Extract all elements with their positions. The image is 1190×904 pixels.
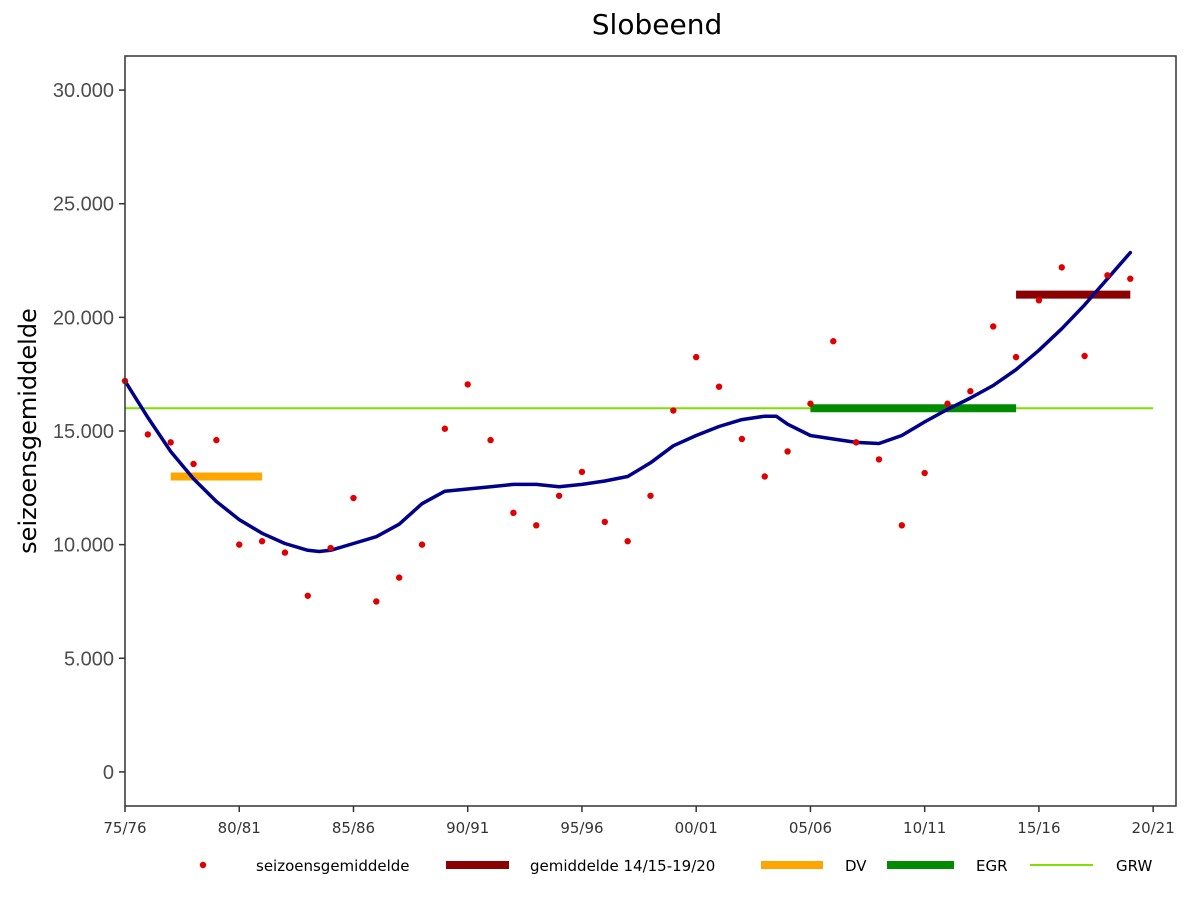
data-point bbox=[715, 383, 723, 390]
data-point bbox=[373, 598, 380, 605]
data-point bbox=[784, 448, 791, 455]
legend-label: DV bbox=[845, 857, 867, 875]
data-point bbox=[441, 425, 449, 432]
data-point bbox=[487, 436, 494, 444]
data-point bbox=[692, 353, 700, 361]
data-point bbox=[807, 400, 814, 407]
y-tick-label: 10.000 bbox=[53, 535, 114, 557]
x-tick-label: 15/16 bbox=[1017, 819, 1060, 837]
legend: seizoensgemiddelde gemiddelde 14/15-19/20… bbox=[199, 857, 1152, 875]
legend-label: EGR bbox=[976, 857, 1008, 875]
plot-panel-border bbox=[124, 55, 1177, 807]
y-tick-label: 25.000 bbox=[53, 194, 114, 216]
data-point bbox=[418, 541, 426, 548]
legend-label: seizoensgemiddelde bbox=[256, 857, 410, 875]
data-point bbox=[190, 460, 197, 468]
data-point bbox=[555, 492, 563, 499]
legend-key-point bbox=[199, 861, 207, 869]
data-point bbox=[533, 522, 540, 529]
data-point bbox=[258, 538, 266, 545]
y-axis: 0 5.000 10.000 15.000 20.000 25.000 30.000 bbox=[53, 80, 125, 784]
data-point bbox=[670, 407, 677, 414]
data-point bbox=[578, 468, 586, 476]
data-point bbox=[1104, 272, 1111, 279]
data-point bbox=[875, 456, 883, 463]
data-point bbox=[921, 469, 928, 477]
y-tick-label: 5.000 bbox=[64, 648, 114, 670]
x-tick-label: 80/81 bbox=[218, 819, 261, 837]
x-tick-label: 10/11 bbox=[903, 819, 946, 837]
x-axis: 75/76 80/81 85/86 90/91 95/96 00/01 05/06 10/11… bbox=[103, 806, 1175, 837]
data-point bbox=[327, 544, 334, 552]
data-point bbox=[167, 439, 174, 446]
legend-label: gemiddelde 14/15-19/20 bbox=[530, 857, 715, 875]
data-point bbox=[967, 388, 974, 395]
legend-label: GRW bbox=[1116, 857, 1152, 875]
data-point bbox=[738, 435, 746, 443]
data-point bbox=[852, 439, 860, 446]
y-axis-label: seizoensgemiddelde bbox=[14, 308, 42, 554]
data-point bbox=[395, 574, 403, 581]
data-point bbox=[944, 400, 951, 407]
x-tick-label: 00/01 bbox=[675, 819, 718, 837]
data-point bbox=[898, 522, 906, 529]
data-point bbox=[990, 323, 997, 330]
chart-title: Slobeend bbox=[592, 8, 722, 41]
data-point bbox=[1058, 264, 1065, 271]
data-point bbox=[601, 518, 609, 526]
data-point bbox=[350, 494, 357, 502]
x-tick-label: 20/21 bbox=[1132, 819, 1175, 837]
data-point bbox=[510, 509, 517, 517]
y-tick-label: 20.000 bbox=[53, 307, 114, 329]
plot-area bbox=[121, 250, 1154, 605]
data-point bbox=[624, 538, 631, 545]
data-point bbox=[830, 338, 837, 345]
x-tick-label: 05/06 bbox=[789, 819, 832, 837]
data-point bbox=[1127, 275, 1134, 282]
data-point bbox=[213, 436, 220, 444]
data-point bbox=[1012, 353, 1020, 361]
data-point bbox=[281, 549, 289, 556]
data-point bbox=[761, 473, 768, 480]
y-tick-label: 30.000 bbox=[53, 80, 114, 102]
trend-line bbox=[123, 250, 1133, 554]
data-point bbox=[144, 431, 152, 438]
data-point bbox=[304, 592, 311, 599]
data-point bbox=[1081, 352, 1088, 360]
data-point bbox=[1035, 297, 1043, 304]
y-tick-label: 0 bbox=[103, 762, 114, 784]
x-tick-label: 75/76 bbox=[103, 819, 146, 837]
x-tick-label: 90/91 bbox=[446, 819, 489, 837]
data-point bbox=[647, 492, 654, 499]
data-point bbox=[464, 381, 471, 388]
data-point bbox=[236, 541, 243, 548]
x-tick-label: 95/96 bbox=[560, 819, 603, 837]
y-tick-label: 15.000 bbox=[53, 421, 114, 443]
x-tick-label: 85/86 bbox=[332, 819, 375, 837]
